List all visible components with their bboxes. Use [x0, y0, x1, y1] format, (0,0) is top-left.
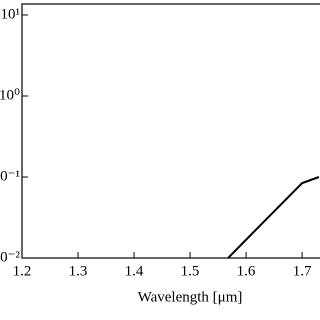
y-tick-label: 10⁻²	[0, 249, 20, 265]
y-tick-label: 10¹	[1, 6, 21, 22]
x-tick-label: 1.5	[181, 263, 200, 279]
data-line	[227, 176, 320, 259]
y-tick-label: 10⁰	[0, 87, 20, 103]
x-tick-label: 1.3	[69, 263, 88, 279]
x-tick-label: 1.7	[293, 263, 312, 279]
plot-frame	[21, 3, 320, 259]
x-tick-label: 1.6	[237, 263, 256, 279]
x-axis-label: Wavelength [μm]	[138, 289, 243, 305]
y-tick-label: 10⁻¹	[0, 168, 20, 184]
x-tick-label: 1.4	[125, 263, 144, 279]
x-tick-label: 1.2	[13, 263, 32, 279]
